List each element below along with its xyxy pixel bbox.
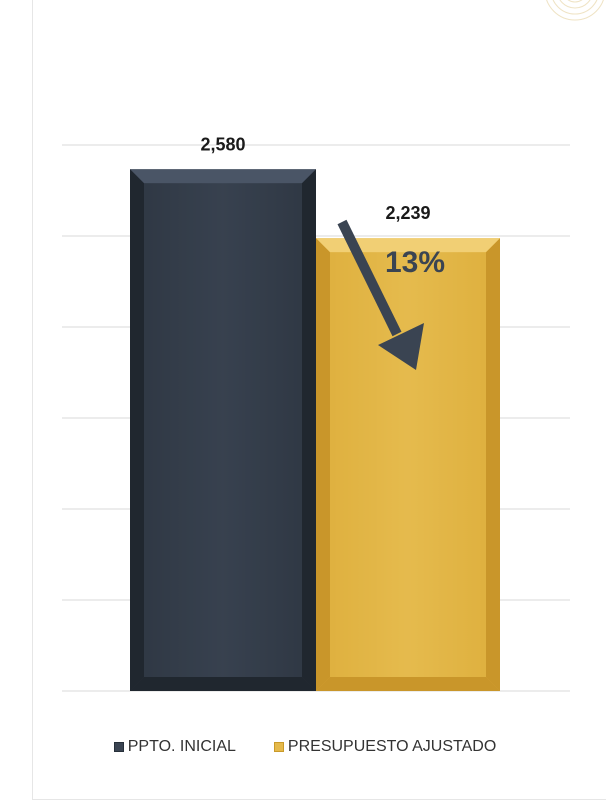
legend-item-adjusted: PRESUPUESTO AJUSTADO: [273, 738, 497, 756]
watermark-decoration: [546, 0, 604, 21]
chart-card: [32, 0, 606, 800]
bar-ppto-inicial: [130, 169, 316, 691]
chart-legend: PPTO. INICIAL PRESUPUESTO AJUSTADO: [0, 738, 610, 756]
percent-change-label: 13%: [385, 246, 445, 279]
decrease-arrow-icon: [337, 219, 424, 370]
data-label: 2,239: [385, 203, 430, 223]
legend-label-adjusted: PRESUPUESTO AJUSTADO: [287, 738, 497, 755]
legend-item-initial: PPTO. INICIAL: [113, 738, 236, 756]
legend-swatch-initial: [113, 742, 124, 752]
bar-presupuesto-ajustado: [316, 238, 500, 692]
bar-chart: 2,580 2,239 13%: [62, 134, 570, 692]
data-label: 2,580: [200, 134, 245, 154]
legend-label-initial: PPTO. INICIAL: [127, 738, 236, 755]
legend-swatch-adjusted: [273, 742, 284, 752]
